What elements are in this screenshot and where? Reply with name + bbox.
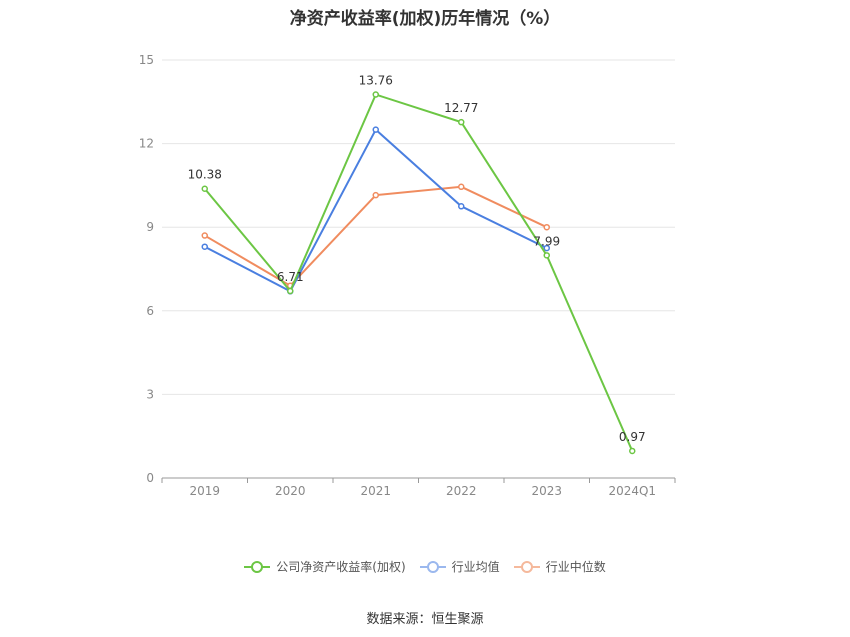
x-tick-label: 2022 [446,484,477,498]
data-point [543,252,550,259]
legend-item-industry-mean[interactable]: 行业均值 [419,558,500,575]
data-label: 7.99 [533,234,560,248]
x-tick-label: 2019 [189,484,220,498]
data-label: 6.71 [277,270,304,284]
legend-swatch-company [244,560,271,573]
legend-item-company[interactable]: 公司净资产收益率(加权) [244,558,406,575]
data-point [372,126,379,133]
legend-swatch-industry-mean [419,560,446,573]
legend-item-industry-median[interactable]: 行业中位数 [513,558,606,575]
data-point [201,185,208,192]
series-line [204,185,548,287]
data-label: 10.38 [188,168,222,182]
legend-swatch-industry-median [513,560,540,573]
chart-title: 净资产收益率(加权)历年情况（%） [289,9,561,29]
data-label: 12.77 [444,101,478,115]
legend-label-company: 公司净资产收益率(加权) [276,560,406,574]
y-tick-label: 6 [146,304,154,318]
y-tick-label: 15 [139,53,154,67]
chart-legend: 公司净资产收益率(加权) 行业均值 行业中位数 [0,558,850,575]
data-source: 数据来源：恒生聚源 [366,612,484,627]
data-label: 0.97 [619,430,646,444]
y-tick-label: 12 [139,137,154,151]
data-point [201,232,208,239]
x-tick-label: 2021 [360,484,391,498]
x-tick-label: 2020 [275,484,306,498]
data-point [458,118,465,126]
y-tick-label: 9 [146,220,154,234]
data-point [543,244,550,252]
data-point [629,447,636,455]
line-chart: 0 3 6 9 12 15 2019 2020 2021 2022 2023 2024Q1 10.38 6… [139,53,676,498]
y-tick-label: 0 [146,471,154,485]
y-tick-label: 3 [146,387,154,401]
data-point [543,223,550,231]
data-point [372,91,379,98]
data-label: 13.76 [359,74,393,88]
data-point [287,287,294,295]
data-point [372,191,379,199]
x-tick-label: 2023 [531,484,562,498]
series-line [204,128,548,293]
data-point [458,203,465,210]
x-tick-label: 2024Q1 [608,484,656,498]
data-point [458,183,465,191]
data-point [201,243,208,250]
legend-label-industry-median: 行业中位数 [545,560,606,574]
series-line [203,93,634,452]
legend-label-industry-mean: 行业均值 [451,560,500,574]
